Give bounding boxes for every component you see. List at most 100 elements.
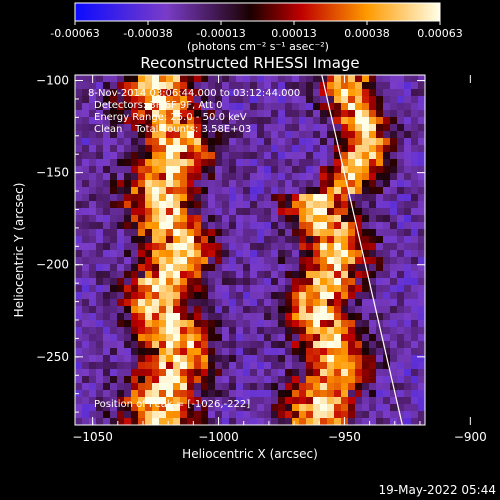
heatmap-cell — [110, 306, 117, 313]
heatmap-cell — [313, 187, 320, 194]
heatmap-cell — [243, 166, 250, 173]
heatmap-cell — [390, 292, 397, 299]
heatmap-cell — [264, 236, 271, 243]
heatmap-cell — [131, 362, 138, 369]
heatmap-cell — [271, 159, 278, 166]
heatmap-cell — [390, 320, 397, 327]
heatmap-cell — [383, 124, 390, 131]
heatmap-cell — [89, 145, 96, 152]
heatmap-cell — [145, 82, 152, 89]
heatmap-cell — [341, 383, 348, 390]
heatmap-cell — [82, 411, 89, 418]
heatmap-cell — [173, 173, 180, 180]
heatmap-cell — [103, 187, 110, 194]
heatmap-cell — [117, 236, 124, 243]
heatmap-cell — [327, 257, 334, 264]
heatmap-cell — [411, 292, 418, 299]
heatmap-cell — [103, 75, 110, 82]
heatmap-cell — [215, 299, 222, 306]
heatmap-cell — [138, 152, 145, 159]
heatmap-cell — [229, 355, 236, 362]
heatmap-cell — [397, 383, 404, 390]
heatmap-cell — [152, 145, 159, 152]
heatmap-cell — [306, 362, 313, 369]
heatmap-cell — [299, 222, 306, 229]
heatmap-cell — [208, 306, 215, 313]
heatmap-cell — [306, 264, 313, 271]
heatmap-cell — [404, 138, 411, 145]
heatmap-cell — [131, 103, 138, 110]
heatmap-cell — [264, 243, 271, 250]
heatmap-cell — [243, 75, 250, 82]
heatmap-cell — [411, 411, 418, 418]
heatmap-cell — [152, 292, 159, 299]
heatmap-cell — [173, 215, 180, 222]
heatmap-cell — [173, 327, 180, 334]
heatmap-cell — [187, 390, 194, 397]
heatmap-cell — [397, 418, 404, 425]
heatmap-cell — [215, 257, 222, 264]
heatmap-cell — [334, 334, 341, 341]
heatmap-cell — [75, 110, 82, 117]
heatmap-cell — [215, 362, 222, 369]
heatmap-cell — [397, 341, 404, 348]
heatmap-cell — [89, 208, 96, 215]
heatmap-cell — [131, 390, 138, 397]
heatmap-cell — [82, 215, 89, 222]
heatmap-cell — [383, 166, 390, 173]
heatmap-cell — [327, 103, 334, 110]
heatmap-cell — [264, 271, 271, 278]
heatmap-cell — [411, 222, 418, 229]
heatmap-cell — [159, 75, 166, 82]
heatmap-cell — [376, 376, 383, 383]
heatmap-cell — [411, 348, 418, 355]
heatmap-cell — [362, 257, 369, 264]
heatmap-cell — [201, 313, 208, 320]
heatmap-cell — [215, 82, 222, 89]
heatmap-cell — [397, 278, 404, 285]
heatmap-cell — [138, 341, 145, 348]
heatmap-cell — [229, 418, 236, 425]
heatmap-cell — [250, 152, 257, 159]
heatmap-cell — [355, 222, 362, 229]
heatmap-cell — [334, 362, 341, 369]
heatmap-cell — [173, 138, 180, 145]
colorbar-unit-label: (photons cm⁻² s⁻¹ asec⁻²) — [187, 40, 329, 53]
heatmap-cell — [355, 257, 362, 264]
heatmap-cell — [180, 257, 187, 264]
heatmap-cell — [166, 320, 173, 327]
heatmap-cell — [320, 166, 327, 173]
heatmap-cell — [236, 222, 243, 229]
heatmap-cell — [376, 194, 383, 201]
heatmap-cell — [348, 341, 355, 348]
heatmap-cell — [89, 138, 96, 145]
heatmap-cell — [131, 334, 138, 341]
heatmap-cell — [138, 313, 145, 320]
heatmap-cell — [145, 418, 152, 425]
heatmap-cell — [82, 250, 89, 257]
heatmap-cell — [264, 376, 271, 383]
heatmap-cell — [145, 257, 152, 264]
heatmap-cell — [292, 320, 299, 327]
heatmap-cell — [348, 369, 355, 376]
heatmap-cell — [117, 159, 124, 166]
heatmap-cell — [250, 145, 257, 152]
heatmap-cell — [222, 334, 229, 341]
heatmap-cell — [271, 110, 278, 117]
heatmap-cell — [208, 404, 215, 411]
heatmap-cell — [82, 194, 89, 201]
heatmap-cell — [390, 187, 397, 194]
heatmap-cell — [215, 376, 222, 383]
heatmap-cell — [390, 334, 397, 341]
heatmap-cell — [383, 89, 390, 96]
heatmap-cell — [222, 117, 229, 124]
heatmap-cell — [390, 390, 397, 397]
heatmap-cell — [299, 180, 306, 187]
heatmap-cell — [96, 418, 103, 425]
heatmap-cell — [418, 292, 425, 299]
heatmap-cell — [418, 96, 425, 103]
heatmap-cell — [264, 348, 271, 355]
heatmap-cell — [117, 257, 124, 264]
heatmap-cell — [138, 327, 145, 334]
heatmap-cell — [89, 152, 96, 159]
